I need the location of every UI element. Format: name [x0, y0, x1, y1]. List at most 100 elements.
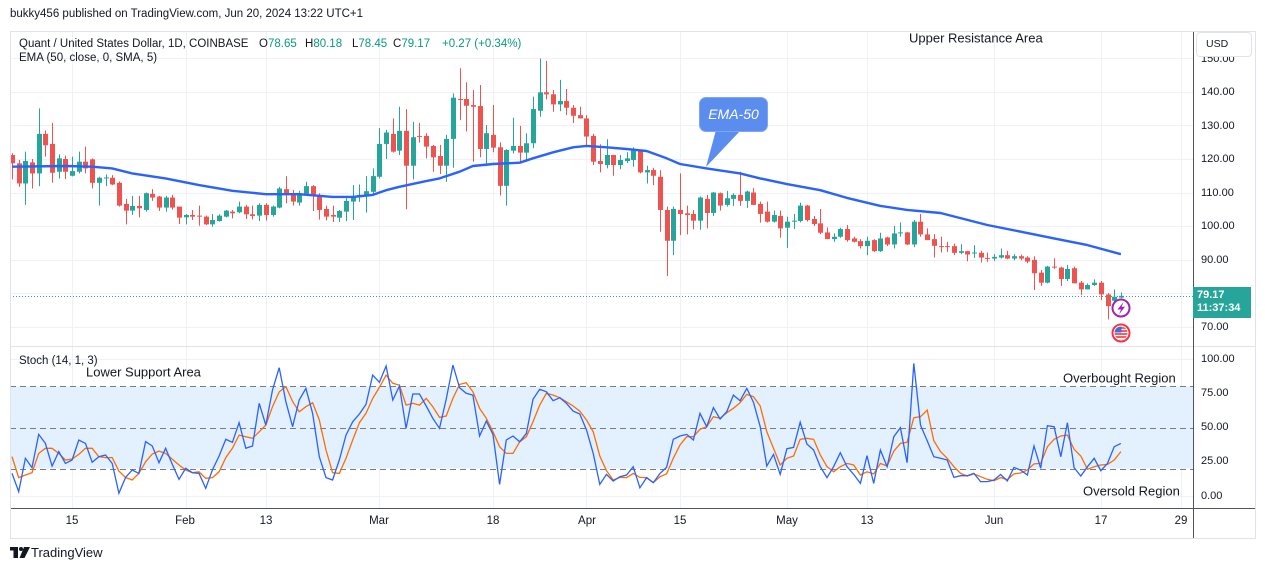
candle: [792, 213, 797, 230]
candle: [718, 192, 723, 211]
candle: [244, 204, 249, 219]
candle: [431, 144, 436, 172]
candle: [778, 210, 783, 238]
candle: [391, 118, 396, 153]
candle: [705, 194, 710, 229]
candle: [985, 252, 990, 262]
candle: [491, 105, 496, 153]
candle: [144, 192, 149, 212]
us-flag-icon[interactable]: [1111, 323, 1131, 343]
candle: [878, 232, 883, 252]
candle: [758, 201, 763, 223]
price-tick-70: 70.00: [1201, 321, 1229, 333]
candle: [852, 236, 857, 243]
candle: [170, 194, 175, 210]
stoch-study-label[interactable]: Stoch (14, 1, 3): [19, 355, 98, 367]
stoch-k-line[interactable]: [11, 363, 1122, 496]
time-tick: 18: [486, 515, 500, 527]
candle: [230, 209, 235, 219]
candle: [204, 215, 209, 226]
candle: [812, 215, 817, 227]
candle: [952, 243, 957, 256]
time-tick: Jun: [984, 515, 1004, 527]
ema-study-label[interactable]: EMA (50, close, 0, SMA, 5): [19, 52, 158, 64]
candle: [1106, 293, 1111, 320]
candle: [772, 210, 777, 223]
tradingview-brand[interactable]: TradingView: [31, 545, 103, 560]
candle: [397, 106, 402, 155]
stoch-d-line[interactable]: [11, 373, 1122, 484]
candle: [1079, 280, 1084, 296]
candle: [898, 222, 903, 237]
candle: [918, 213, 923, 237]
stoch-tick-50: 50.00: [1201, 421, 1229, 433]
candle: [584, 115, 589, 147]
candle: [691, 209, 696, 230]
candle: [671, 206, 676, 256]
candle: [731, 193, 736, 206]
candle: [117, 181, 122, 207]
candle: [424, 133, 429, 159]
candle: [578, 106, 583, 119]
price-tick-130: 130.00: [1201, 120, 1235, 132]
candle: [959, 244, 964, 255]
candle: [1032, 256, 1037, 291]
candle: [344, 198, 349, 222]
high-value: 80.18: [313, 38, 343, 50]
candle: [698, 196, 703, 230]
candle: [498, 142, 503, 196]
price-change: +0.27 (+0.34%): [442, 38, 522, 50]
candle: [544, 60, 549, 100]
candle: [865, 236, 870, 256]
candle: [1025, 256, 1030, 264]
candle: [979, 250, 984, 263]
candle: [271, 205, 276, 217]
candle: [1092, 279, 1097, 287]
callout-pointer: [706, 130, 741, 167]
chart-frame: [10, 31, 1256, 539]
candle: [304, 181, 309, 195]
candle: [471, 89, 476, 162]
candle: [97, 176, 102, 206]
currency-button[interactable]: USD: [1196, 32, 1252, 57]
ema-50-line[interactable]: [11, 144, 1122, 256]
high-label: H: [305, 38, 314, 50]
symbol-title[interactable]: Quant / United States Dollar, 1D, COINBA…: [19, 38, 249, 50]
candle: [1019, 254, 1024, 261]
candle: [892, 226, 897, 249]
candle: [444, 134, 449, 182]
candle: [478, 84, 483, 158]
candle: [511, 117, 516, 154]
stoch-lines: [11, 363, 1122, 496]
lightning-icon[interactable]: [1111, 298, 1131, 318]
bar-countdown: 11:37:34: [1197, 302, 1241, 314]
ohlc-low: L78.45: [352, 38, 387, 50]
candle: [564, 88, 569, 116]
tradingview-logo-icon: [10, 547, 30, 558]
time-tick: May: [776, 515, 798, 527]
candle: [124, 198, 129, 225]
candle: [237, 201, 242, 214]
candle: [598, 144, 603, 173]
candle: [157, 195, 162, 211]
candle: [945, 241, 950, 252]
candle: [939, 236, 944, 253]
candle: [818, 208, 823, 235]
time-tick: 15: [65, 515, 79, 527]
candle: [164, 195, 169, 212]
candle: [992, 254, 997, 261]
candle: [1005, 250, 1010, 260]
candle: [678, 173, 683, 236]
candle: [37, 108, 42, 187]
upper-resistance-annotation: Upper Resistance Area: [909, 30, 1043, 46]
candle: [50, 122, 55, 183]
low-label: L: [352, 38, 359, 50]
stoch-tick-25: 25.00: [1201, 455, 1229, 467]
candle: [43, 130, 48, 157]
candle: [224, 209, 229, 218]
candle: [912, 220, 917, 248]
stoch-tick-100: 100.00: [1201, 353, 1235, 365]
price-tick-110: 110.00: [1201, 187, 1234, 199]
candle: [184, 213, 189, 225]
